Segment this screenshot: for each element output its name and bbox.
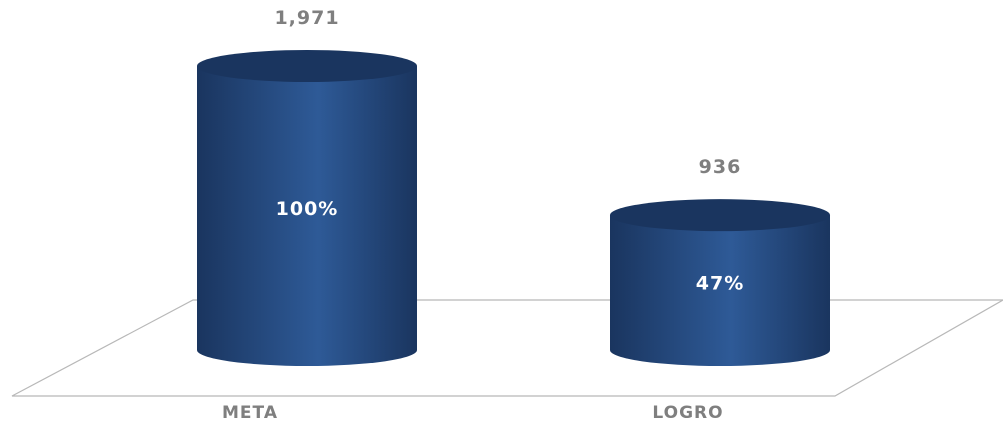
- category-label-meta: META: [222, 403, 278, 423]
- bar-top-logro: [610, 199, 830, 232]
- value-label-meta: 1,971: [274, 7, 339, 29]
- category-label-logro: LOGRO: [652, 403, 723, 423]
- bar-meta: [197, 66, 417, 366]
- percent-label-meta: 100%: [276, 198, 339, 220]
- value-label-logro: 936: [699, 156, 742, 178]
- labels-group: 1,971 100% META 936 47% LOGRO: [222, 7, 744, 423]
- percent-label-logro: 47%: [696, 273, 744, 295]
- bar-top-meta: [197, 50, 417, 82]
- bar-logro: [610, 215, 830, 366]
- bars-group: [197, 50, 830, 366]
- chart-floor: [11, 299, 1003, 397]
